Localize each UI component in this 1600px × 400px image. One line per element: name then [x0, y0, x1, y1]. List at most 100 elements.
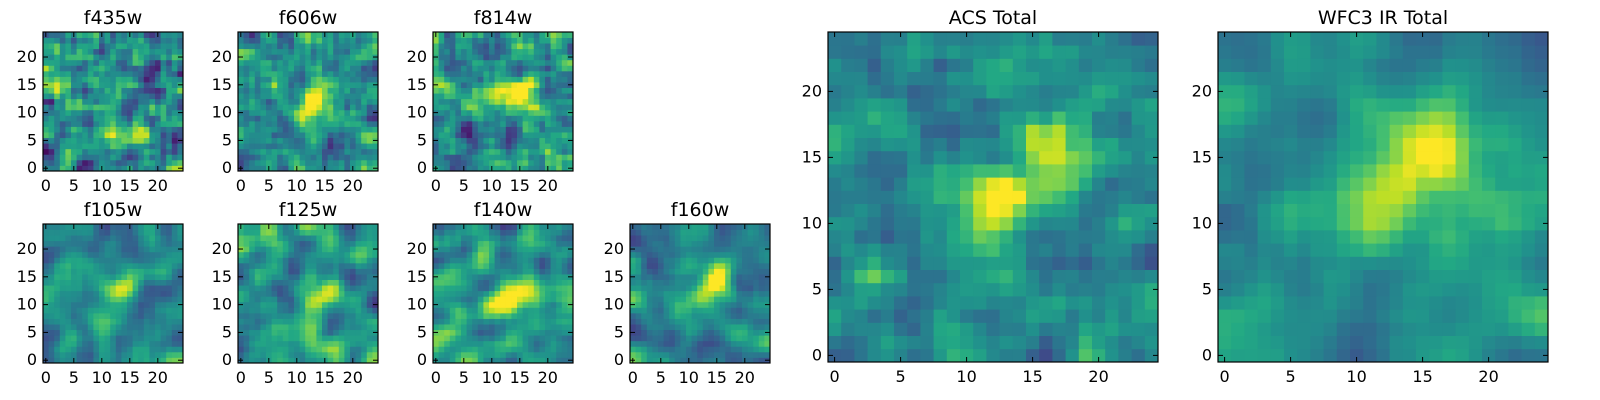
heatmap-cell: [500, 229, 507, 236]
heatmap-cell: [254, 301, 261, 308]
heatmap-cell: [730, 324, 737, 331]
heatmap-cell: [160, 37, 167, 44]
heatmap-cell: [753, 235, 760, 242]
heatmap-cell: [674, 268, 681, 275]
heatmap-cell: [271, 37, 278, 44]
heatmap-cell: [1118, 335, 1132, 350]
heatmap-cell: [82, 346, 89, 353]
heatmap-cell: [489, 115, 495, 122]
heatmap-cell: [54, 274, 61, 280]
heatmap-cell: [522, 93, 529, 100]
heatmap-cell: [48, 285, 55, 292]
heatmap-cell: [461, 335, 467, 342]
heatmap-cell: [277, 324, 284, 331]
y-tick-label: 0: [27, 158, 37, 177]
heatmap-cell: [1012, 282, 1027, 297]
heatmap-cell: [366, 159, 373, 166]
heatmap-cell: [104, 274, 111, 280]
heatmap-cell: [316, 285, 323, 292]
heatmap-cell: [561, 87, 568, 94]
heatmap-cell: [93, 346, 100, 353]
heatmap-cell: [669, 346, 676, 353]
heatmap-cell: [533, 262, 540, 269]
heatmap-cell: [155, 235, 161, 242]
heatmap-cell: [719, 357, 726, 364]
heatmap-cell: [691, 340, 698, 347]
heatmap-cell: [143, 120, 150, 127]
heatmap-cell: [697, 340, 704, 347]
heatmap-cell: [449, 224, 456, 230]
heatmap-cell: [1118, 177, 1132, 191]
heatmap-cell: [691, 285, 698, 292]
heatmap-cell: [489, 93, 495, 100]
heatmap-cell: [327, 346, 334, 353]
heatmap-cell: [494, 109, 501, 116]
heatmap-cell: [742, 274, 748, 280]
heatmap-cell: [333, 296, 340, 303]
heatmap-cell: [561, 240, 568, 247]
heatmap-cell: [539, 279, 546, 286]
heatmap-cell: [322, 229, 328, 236]
heatmap-cell: [249, 37, 256, 44]
heatmap-cell: [254, 143, 261, 150]
heatmap-cell: [294, 143, 300, 150]
heatmap-cell: [680, 279, 687, 286]
heatmap-cell: [260, 137, 267, 144]
heatmap-cell: [556, 115, 563, 122]
heatmap-cell: [254, 115, 261, 122]
heatmap-cell: [166, 48, 173, 55]
heatmap-cell: [663, 329, 670, 336]
heatmap-cell: [294, 274, 300, 280]
heatmap-cell: [658, 240, 664, 247]
heatmap-cell: [920, 164, 934, 178]
heatmap-cell: [533, 235, 540, 242]
heatmap-cell: [143, 137, 150, 144]
heatmap-cell: [71, 70, 77, 77]
heatmap-cell: [294, 279, 300, 286]
heatmap-cell: [641, 335, 648, 342]
heatmap-cell: [658, 246, 664, 253]
heatmap-cell: [1105, 335, 1119, 350]
heatmap-cell: [758, 357, 765, 364]
heatmap-cell: [517, 143, 523, 150]
heatmap-cell: [110, 285, 117, 292]
heatmap-cell: [511, 120, 518, 127]
heatmap-cell: [160, 318, 167, 325]
heatmap-cell: [533, 32, 540, 38]
heatmap-cell: [299, 257, 306, 264]
heatmap-cell: [48, 229, 55, 236]
heatmap-cell: [171, 274, 178, 280]
heatmap-cell: [466, 126, 473, 133]
heatmap-cell: [946, 282, 961, 297]
heatmap-cell: [652, 357, 659, 364]
heatmap-cell: [115, 351, 122, 358]
heatmap-cell: [115, 59, 122, 66]
heatmap-cell: [455, 312, 462, 319]
heatmap-cell: [71, 335, 77, 342]
heatmap-cell: [500, 165, 507, 172]
heatmap-cell: [366, 65, 373, 72]
heatmap-cell: [438, 148, 445, 155]
heatmap-cell: [333, 246, 340, 253]
heatmap-cell: [630, 351, 636, 358]
heatmap-cell: [854, 230, 868, 244]
heatmap-cell: [54, 159, 61, 166]
heatmap-cell: [472, 98, 479, 105]
heatmap-cell: [489, 335, 495, 342]
heatmap-cell: [545, 318, 551, 325]
heatmap-cell: [472, 257, 479, 264]
heatmap-cell: [333, 351, 340, 358]
heatmap-cell: [500, 137, 507, 144]
heatmap-cell: [271, 54, 278, 61]
heatmap-cell: [489, 279, 495, 286]
y-tick-label: 20: [17, 239, 37, 258]
heatmap-cell: [764, 224, 771, 230]
heatmap-cell: [282, 120, 289, 127]
heatmap-cell: [539, 65, 546, 72]
heatmap-cell: [736, 251, 743, 258]
heatmap-cell: [466, 93, 473, 100]
heatmap-cell: [894, 335, 908, 350]
heatmap-cell: [747, 312, 754, 319]
heatmap-cell: [828, 348, 842, 363]
